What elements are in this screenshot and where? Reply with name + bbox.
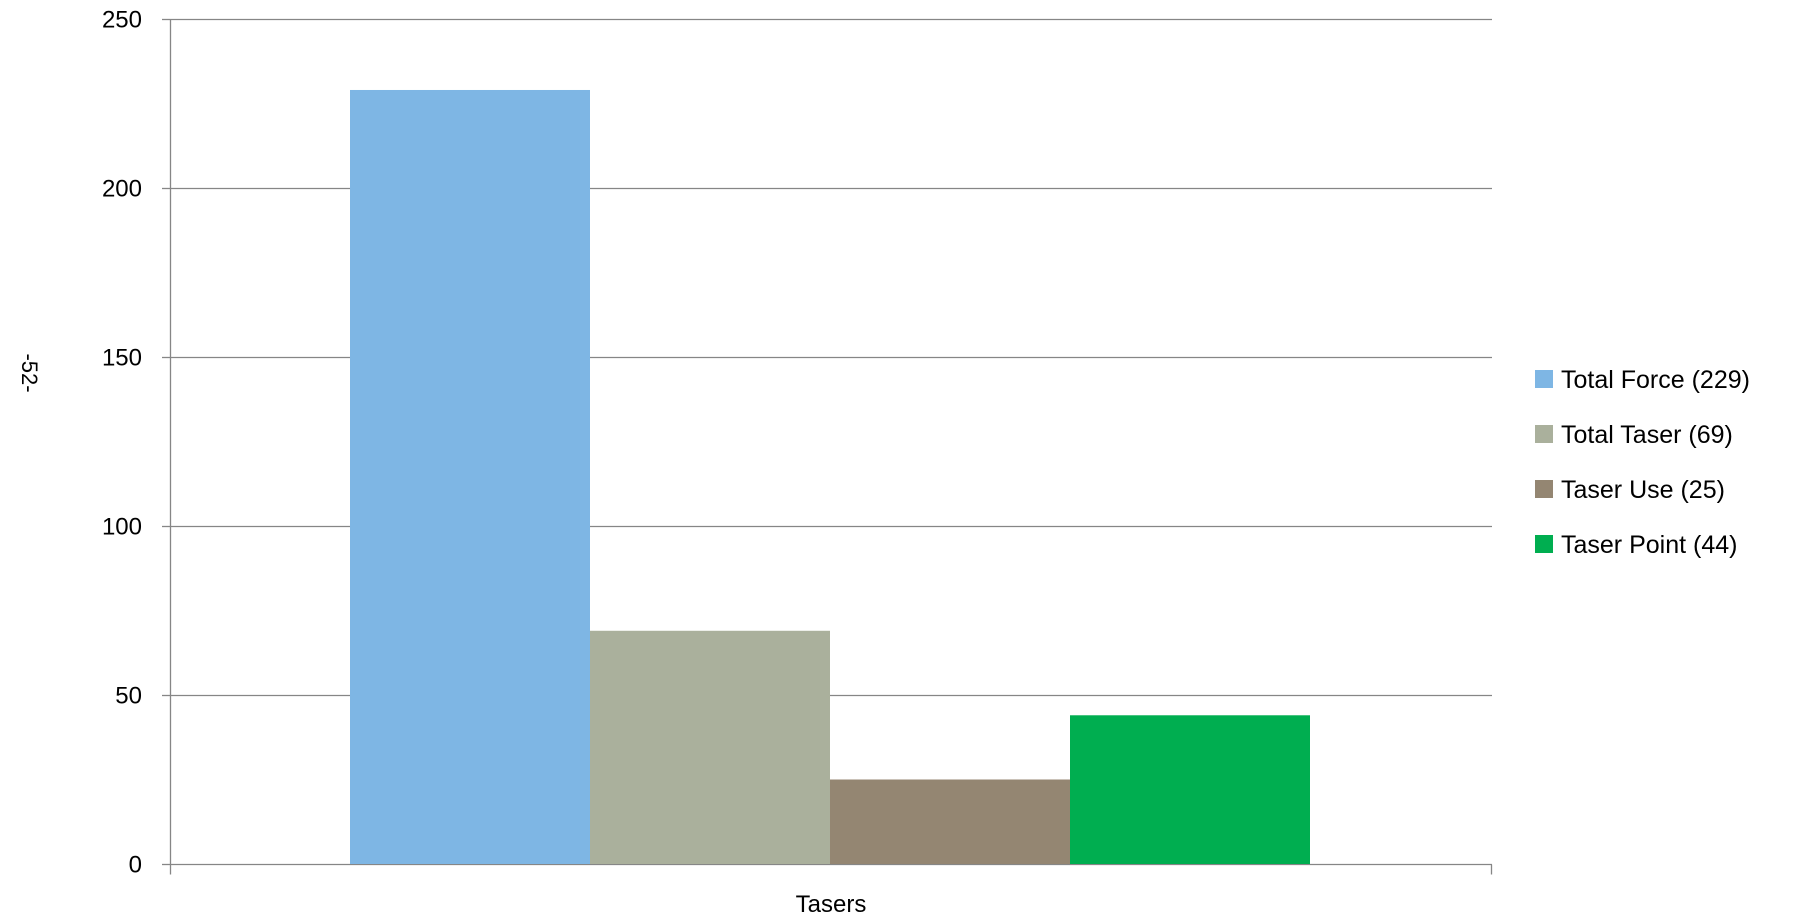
y-tick-label: 200 <box>102 176 142 203</box>
legend: Total Force (229) Total Taser (69) Taser U… <box>1535 366 1750 559</box>
y-tick-label: 50 <box>115 683 142 710</box>
x-category-label: Tasers <box>796 891 867 917</box>
legend-label: Taser Use (25) <box>1561 476 1725 504</box>
bar-total-taser-69 <box>590 630 830 864</box>
axes <box>162 18 1493 875</box>
legend-swatch <box>1535 480 1553 498</box>
bar-taser-point-44 <box>1070 715 1310 864</box>
bar-total-force-229 <box>350 89 590 865</box>
y-tick-labels: 0 50 100 150 200 250 <box>102 7 142 879</box>
legend-swatch <box>1535 535 1553 553</box>
legend-label: Total Force (229) <box>1561 366 1750 394</box>
bars <box>350 89 1310 865</box>
y-tick-label: 250 <box>102 7 142 34</box>
legend-label: Total Taser (69) <box>1561 421 1733 449</box>
legend-label: Taser Point (44) <box>1561 531 1737 559</box>
y-tick-label: 150 <box>102 345 142 372</box>
legend-swatch <box>1535 370 1553 388</box>
bar-taser-use-25 <box>830 779 1070 864</box>
legend-swatch <box>1535 425 1553 443</box>
x-tick-labels: Tasers <box>796 891 867 917</box>
y-tick-label: 0 <box>129 852 142 879</box>
page-number-label: -52- <box>17 353 42 392</box>
y-tick-label: 100 <box>102 514 142 541</box>
